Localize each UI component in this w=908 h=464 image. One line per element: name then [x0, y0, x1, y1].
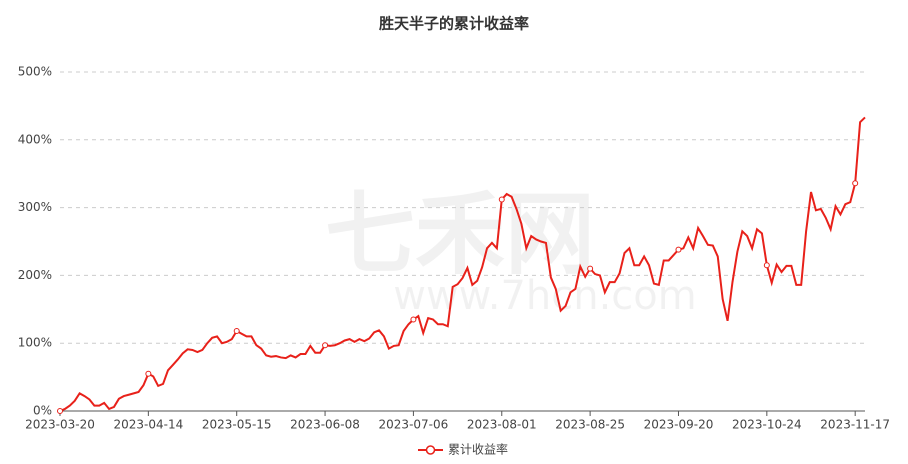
- point-marker: [852, 180, 859, 187]
- point-marker: [233, 327, 240, 334]
- y-tick-label: 200%: [18, 268, 52, 282]
- x-tick-label: 2023-09-20: [644, 418, 714, 432]
- y-tick-label: 0%: [33, 404, 52, 418]
- y-tick-label: 500%: [18, 65, 52, 79]
- legend-label: 累计收益率: [448, 442, 508, 457]
- watermark-url: www.7hcn.com: [393, 273, 696, 319]
- watermark: 七禾网: [325, 182, 595, 287]
- x-tick-label: 2023-06-08: [290, 418, 360, 432]
- x-tick-label: 2023-04-14: [113, 418, 183, 432]
- point-marker: [410, 316, 417, 323]
- point-marker: [675, 246, 682, 253]
- x-tick-label: 2023-10-24: [732, 418, 802, 432]
- x-tick-label: 2023-08-25: [555, 418, 625, 432]
- point-marker: [498, 196, 505, 203]
- series-line: [59, 116, 866, 412]
- point-marker: [763, 262, 770, 269]
- chart-title: 胜天半子的累计收益率: [379, 15, 529, 33]
- y-tick-label: 100%: [18, 336, 52, 350]
- point-marker: [587, 265, 594, 272]
- y-tick-label: 300%: [18, 200, 52, 214]
- point-marker: [145, 370, 152, 377]
- x-tick-label: 2023-05-15: [202, 418, 272, 432]
- legend-marker: [425, 445, 436, 455]
- x-tick-label: 2023-08-01: [467, 418, 537, 432]
- y-tick-label: 400%: [18, 132, 52, 146]
- x-tick-label: 2023-03-20: [25, 418, 95, 432]
- point-marker: [57, 408, 63, 414]
- x-tick-label: 2023-11-17: [820, 418, 890, 432]
- x-tick-label: 2023-07-06: [379, 418, 449, 432]
- point-marker: [322, 342, 329, 349]
